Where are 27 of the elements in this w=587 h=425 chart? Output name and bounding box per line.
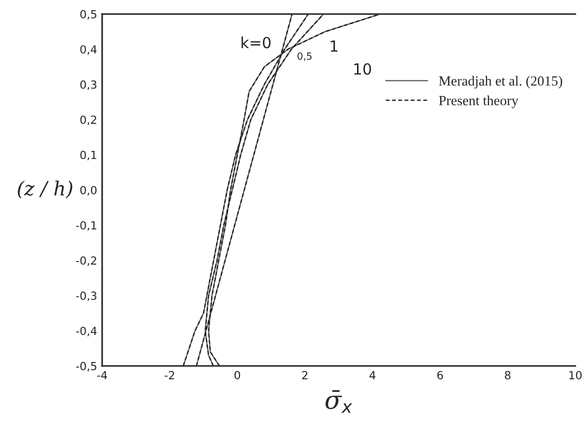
x-tick-label: 4 bbox=[370, 371, 376, 380]
x-tick-label: -4 bbox=[97, 371, 108, 380]
y-tick-label: 0,5 bbox=[80, 10, 96, 20]
y-tick-label: 0,4 bbox=[80, 45, 97, 55]
y-tick-label: 0,1 bbox=[80, 150, 96, 160]
y-tick-label: -0,4 bbox=[76, 326, 97, 336]
y-tick-label: 0,0 bbox=[80, 186, 97, 196]
y-tick-label: 0,3 bbox=[80, 80, 96, 90]
annotation: k=0 bbox=[242, 36, 271, 48]
y-tick-label: -0,3 bbox=[76, 292, 96, 302]
x-tick-label: -2 bbox=[164, 370, 174, 380]
x-tick-label: 10 bbox=[569, 370, 582, 380]
annotation: 1 bbox=[330, 40, 338, 52]
x-tick-label: 0 bbox=[234, 370, 240, 380]
y-tick-label: -0,2 bbox=[76, 256, 96, 266]
y-tick-label: -0,1 bbox=[76, 221, 96, 231]
y-tick-label: -0,5 bbox=[76, 362, 96, 372]
x-tick-label: 8 bbox=[504, 370, 510, 380]
y-axis-title: (z / h) bbox=[18, 180, 72, 198]
x-tick-label: 2 bbox=[302, 370, 308, 380]
x-tick-label: 6 bbox=[437, 370, 443, 380]
y-tick-label: 0,2 bbox=[80, 116, 96, 126]
legend-label: Meradjah et al. (2015) bbox=[438, 76, 562, 88]
legend-label: Present theory bbox=[438, 96, 518, 108]
x-axis-title: σ̄$_{x}$ bbox=[326, 390, 352, 413]
annotation: 0,5 bbox=[298, 52, 312, 61]
annotation: 10 bbox=[354, 63, 372, 75]
